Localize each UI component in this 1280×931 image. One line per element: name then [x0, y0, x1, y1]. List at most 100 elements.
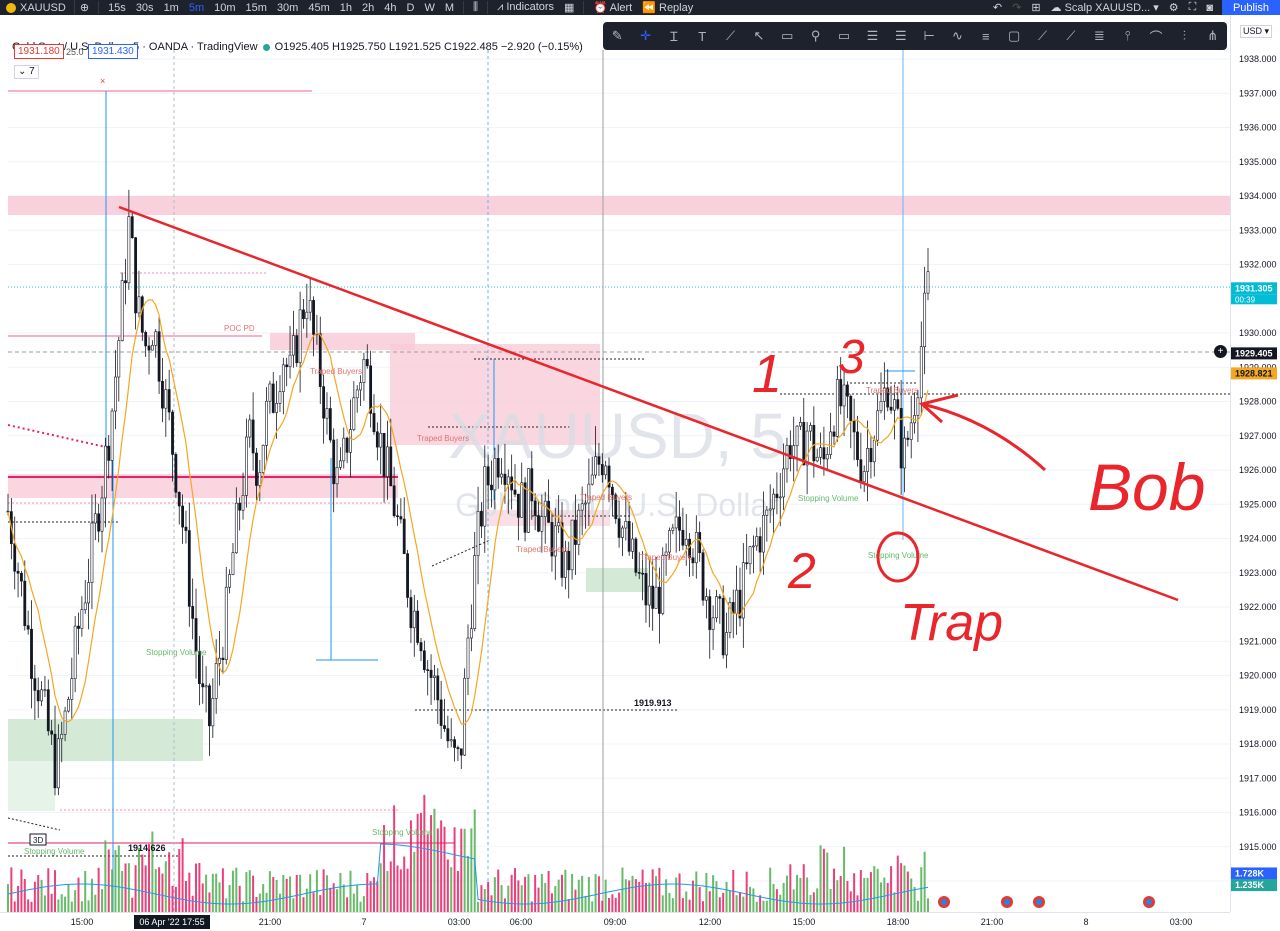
pin-icon[interactable]: ⚲: [810, 28, 821, 43]
fullscreen-icon[interactable]: ⛶: [1188, 1, 1197, 13]
interval-M[interactable]: M: [444, 1, 455, 14]
sell-price-box[interactable]: 1931.180: [14, 44, 64, 59]
layout-name-button[interactable]: ☁ Scalp XAUUSD... ▾: [1050, 2, 1159, 14]
candle: [563, 540, 567, 590]
volume-bar: [910, 878, 913, 912]
price-tag-ma_value-text: 1928.821: [1235, 368, 1273, 378]
candle: [704, 588, 708, 619]
text-tool-icon[interactable]: T: [698, 28, 707, 44]
parallel-channel-icon[interactable]: ≣: [1093, 28, 1105, 43]
symbol-search[interactable]: XAUUSD: [0, 0, 75, 15]
interval-15m[interactable]: 15m: [245, 1, 267, 14]
interval-5m[interactable]: 5m: [188, 1, 205, 14]
volume-bar: [265, 892, 268, 912]
interval-D[interactable]: D: [406, 1, 415, 14]
interval-15s[interactable]: 15s: [108, 1, 126, 14]
price-axis[interactable]: 1938.000 1937.000 1936.000 1935.000 1934.000…: [1230, 15, 1280, 912]
interval-1m[interactable]: 1m: [163, 1, 179, 14]
interval-30m[interactable]: 30m: [276, 1, 299, 14]
ruler-icon[interactable]: ⟋: [1038, 28, 1048, 43]
candle: [328, 396, 332, 443]
add-symbol-icon[interactable]: ⊕: [79, 2, 90, 14]
interval-4h[interactable]: 4h: [384, 1, 397, 14]
interval-45m[interactable]: 45m: [308, 1, 330, 14]
add-alert-plus-icon[interactable]: +: [1214, 345, 1227, 358]
interval-W[interactable]: W: [424, 1, 435, 14]
volume-bar: [17, 885, 20, 912]
more-tools-icon[interactable]: ⋔: [1207, 28, 1219, 43]
undo-icon[interactable]: ↶: [992, 2, 1003, 14]
indicators-button[interactable]: ⩘ Indicators: [497, 1, 555, 13]
pattern-icon[interactable]: ∿: [952, 28, 963, 43]
volume-bar: [255, 896, 258, 912]
settings-gear-icon[interactable]: ⚙: [1168, 2, 1179, 14]
ray-icon[interactable]: ⟋: [1066, 28, 1076, 43]
interval-30s[interactable]: 30s: [135, 1, 154, 14]
volume-bar: [725, 881, 728, 912]
layout-grid-icon[interactable]: ⊞: [1031, 2, 1041, 14]
volume-bar: [829, 889, 832, 912]
candle: [678, 500, 681, 552]
x-tick-label: 06:00: [510, 917, 533, 927]
callout-icon[interactable]: ▭: [781, 28, 794, 43]
candle: [584, 493, 587, 529]
candle: [755, 527, 759, 551]
curve-icon[interactable]: ⌒: [1149, 29, 1163, 45]
redo-icon[interactable]: ↷: [1012, 2, 1022, 14]
chart-style-icon[interactable]: ⫼: [473, 1, 479, 13]
candle: [281, 357, 285, 415]
trendline-icon[interactable]: ⟋: [726, 28, 736, 43]
range-icon[interactable]: ☰: [894, 28, 907, 43]
note-icon[interactable]: ▭: [837, 28, 851, 43]
interval-10m[interactable]: 10m: [214, 1, 236, 14]
volume-bar: [691, 880, 694, 912]
candle: [412, 594, 416, 657]
chart-pane[interactable]: XAUUSD, 5 Gold Spot / U.S. Dollar POC PD…: [0, 15, 1230, 912]
candle: [795, 425, 799, 472]
alert-button[interactable]: ⏰ Alert: [593, 2, 633, 14]
brush-icon[interactable]: ✎: [611, 28, 623, 43]
volume-bar: [70, 901, 73, 912]
volume-bar: [359, 901, 362, 912]
volume-bar: [789, 864, 792, 912]
candle: [580, 486, 584, 536]
levels-icon[interactable]: ☰: [866, 28, 879, 43]
interval-1h[interactable]: 1h: [339, 1, 352, 14]
time-axis[interactable]: 15:00 06 Apr '22 17:55 21:00 7 03:00 06:00 09:…: [0, 912, 1230, 931]
fib-icon[interactable]: ≡: [982, 28, 990, 44]
pitchfork-icon[interactable]: ⫯: [1124, 28, 1131, 43]
volume-bar: [762, 900, 765, 912]
candle: [459, 748, 463, 770]
candle: [476, 486, 480, 585]
candle: [255, 448, 258, 501]
candle: [647, 558, 651, 628]
volume-bar: [456, 870, 459, 912]
vertical-line-icon[interactable]: ⫶: [1182, 28, 1186, 43]
rectangle-icon[interactable]: ▢: [1008, 28, 1021, 43]
dotted-trend-3: [431, 539, 491, 567]
x-tick-label: 03:00: [1170, 917, 1193, 927]
resistance-zone: [8, 196, 1230, 215]
candle: [631, 522, 634, 559]
buy-price-box[interactable]: 1931.430: [88, 44, 138, 59]
cursor-text-icon[interactable]: Ɪ: [670, 29, 678, 44]
crosshair-icon[interactable]: ✛: [640, 28, 651, 43]
x-tick-label: 15:00: [71, 917, 94, 927]
candle: [251, 392, 255, 471]
arrow-pointer-icon[interactable]: ↖: [753, 28, 765, 43]
candle: [762, 491, 765, 575]
volume-bar: [792, 889, 795, 912]
camera-icon[interactable]: ◙: [1206, 1, 1213, 14]
volume-bar: [581, 875, 584, 912]
candle: [617, 500, 621, 548]
price-chart[interactable]: XAUUSD, 5 Gold Spot / U.S. Dollar POC PD…: [0, 15, 1230, 912]
currency-selector[interactable]: USD ▾: [1240, 25, 1273, 38]
volume-bar: [685, 891, 688, 912]
interval-2h[interactable]: 2h: [362, 1, 375, 14]
indicators-toggle[interactable]: ⌄ 7: [14, 65, 39, 79]
replay-button[interactable]: ⏪ Replay: [642, 2, 694, 14]
measure-icon[interactable]: ⊢: [923, 28, 935, 43]
candle: [439, 680, 443, 739]
publish-button[interactable]: Publish: [1222, 0, 1280, 15]
templates-icon[interactable]: ▦: [564, 2, 575, 14]
